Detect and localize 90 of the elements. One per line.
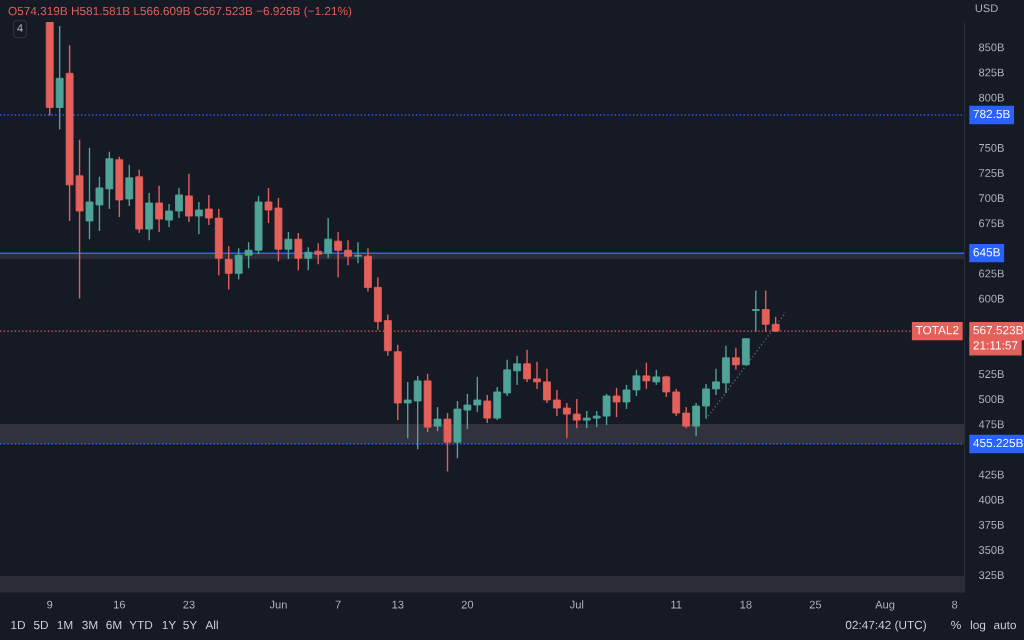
x-tick-label: 20 (461, 600, 474, 609)
candlestick (533, 361, 541, 390)
candlestick (712, 368, 720, 396)
text: 1D (11, 620, 25, 630)
y-tick-label: 850B (978, 43, 1004, 52)
candlestick (642, 362, 651, 390)
candlestick (324, 217, 333, 259)
candlestick (552, 389, 561, 417)
x-tick-label: 18 (740, 600, 752, 609)
x-tick-label: 23 (183, 600, 195, 609)
candlestick (125, 164, 134, 207)
candlestick (194, 201, 203, 235)
text: All (205, 620, 218, 630)
text: 1M (57, 620, 73, 630)
y-tick-label: 725B (979, 169, 1004, 177)
ref-line-label: 645B (973, 248, 1000, 257)
x-tick-label: 8 (952, 600, 958, 609)
x-tick-label: 9 (47, 600, 53, 609)
text: auto (994, 621, 1016, 630)
candlestick (572, 398, 581, 429)
x-tick-label: 7 (335, 600, 341, 609)
y-tick-label: 500B (978, 395, 1004, 404)
candlestick (692, 402, 701, 437)
y-tick-label: 825B (978, 68, 1004, 77)
candlestick (354, 241, 362, 264)
candlestick (562, 402, 571, 439)
candlestick (413, 375, 422, 450)
candlestick (503, 359, 512, 397)
candlestick (175, 187, 183, 219)
y-tick-label: 475B (978, 420, 1004, 429)
candlestick (314, 242, 323, 265)
y-tick-label: 525B (978, 370, 1004, 378)
text: YTD (129, 620, 153, 630)
y-tick-label: 400B (978, 495, 1004, 504)
candlestick (612, 387, 621, 418)
y-axis-title: USD (975, 4, 998, 13)
y-tick-label: 700B (979, 194, 1004, 203)
text: 6M (106, 620, 122, 630)
text: 3M (82, 620, 98, 630)
ref-line-label: 567.523B (973, 325, 1023, 335)
x-tick-label: 13 (392, 600, 404, 609)
candlestick (672, 388, 681, 417)
candlestick (294, 232, 303, 272)
text: 02:47:42 (UTC) (845, 620, 926, 632)
y-tick-label: 800B (978, 93, 1004, 102)
candlestick (731, 347, 740, 371)
candlestick (224, 245, 233, 291)
candlestick (344, 239, 352, 266)
candlestick (751, 289, 760, 333)
candlestick (702, 383, 710, 419)
text: log (970, 620, 986, 632)
candlestick (513, 355, 522, 386)
candlestick (433, 406, 442, 432)
y-tick-label: 375B (978, 520, 1004, 529)
candlestick (304, 246, 313, 272)
candlestick (483, 394, 492, 424)
candlestick (334, 231, 343, 279)
text: 5Y (183, 620, 197, 630)
candlestick (403, 381, 412, 439)
text: 1Y (162, 620, 176, 630)
candlestick (523, 349, 531, 383)
y-tick-label: 325B (978, 571, 1004, 580)
text: O574.319B H581.581B L566.609B C567.523B −6.926B (−1.21%) (8, 6, 352, 18)
candlestick (185, 173, 193, 223)
ref-line-label: 782.5B (973, 109, 1010, 119)
candlestick (543, 368, 551, 404)
x-tick-label: Aug (875, 600, 895, 611)
x-tick-label: 16 (114, 600, 126, 609)
y-tick-label: 625B (979, 269, 1004, 278)
candlestick (443, 412, 452, 473)
ref-line-label: 455.225B (973, 438, 1023, 448)
text: 21:11:57 (973, 341, 1018, 350)
candlestick (165, 203, 173, 228)
x-tick-label: 25 (809, 600, 822, 609)
candlestick (204, 194, 213, 226)
x-tick-label: Jun (269, 600, 287, 609)
text: 5D (33, 620, 48, 630)
y-tick-label: 675B (979, 219, 1004, 228)
y-tick-label: 350B (978, 546, 1004, 554)
candlestick (682, 406, 691, 429)
candlestick (155, 185, 164, 233)
text: % (951, 620, 961, 630)
x-tick-label: 11 (671, 600, 682, 609)
candlestick (284, 231, 293, 260)
annotation: 4 (17, 24, 23, 32)
annotation: TOTAL2 (915, 325, 959, 335)
y-tick-label: 750B (979, 143, 1004, 152)
y-tick-label: 425B (978, 470, 1004, 479)
x-tick-label: Jul (569, 600, 584, 609)
y-tick-label: 600B (979, 294, 1004, 303)
